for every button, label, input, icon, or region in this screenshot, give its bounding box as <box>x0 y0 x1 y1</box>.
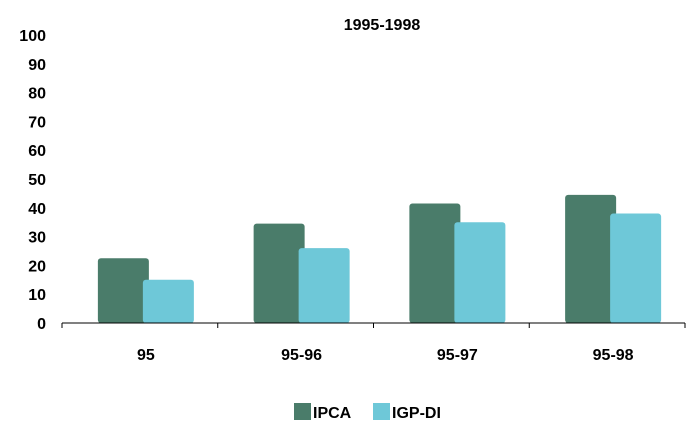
y-tick-label: 20 <box>28 258 46 275</box>
x-tick-label: 95-97 <box>437 347 478 364</box>
y-tick-label: 80 <box>28 86 46 103</box>
legend-label-igp-di: IGP-DI <box>392 405 441 422</box>
x-tick-label: 95 <box>137 347 155 364</box>
y-tick-label: 90 <box>28 57 46 74</box>
y-tick-label: 70 <box>28 114 46 131</box>
bar-igp-di-95-96 <box>298 248 350 323</box>
y-tick-label: 30 <box>28 230 46 247</box>
y-tick-label: 60 <box>28 143 46 160</box>
legend: IPCA IGP-DI <box>294 403 441 422</box>
bar-igp-di-95-97 <box>454 222 506 323</box>
x-axis <box>61 322 686 328</box>
legend-swatch-ipca <box>294 403 311 420</box>
legend-label-ipca: IPCA <box>313 405 352 422</box>
bar-ipca-95-97 <box>409 203 461 323</box>
y-tick-label: 0 <box>37 316 46 333</box>
y-tick-label: 50 <box>28 172 46 189</box>
legend-swatch-igp-di <box>373 403 390 420</box>
bar-ipca-95-98 <box>565 194 617 323</box>
bar-igp-di-95-98 <box>610 213 662 323</box>
y-tick-label: 10 <box>28 287 46 304</box>
y-axis-tick-labels: 0 10 20 30 40 50 60 70 80 90 100 <box>19 28 46 333</box>
y-tick-label: 40 <box>28 201 46 218</box>
bar-ipca-95 <box>97 258 149 323</box>
y-tick-label: 100 <box>19 28 46 45</box>
bar-igp-di-95 <box>142 279 194 323</box>
bars <box>97 194 662 323</box>
x-axis-tick-labels: 95 95-96 95-97 95-98 <box>137 347 634 364</box>
chart-title: 1995-1998 <box>344 17 421 34</box>
x-tick-label: 95-96 <box>281 347 322 364</box>
x-tick-label: 95-98 <box>593 347 634 364</box>
bar-ipca-95-96 <box>253 223 305 323</box>
